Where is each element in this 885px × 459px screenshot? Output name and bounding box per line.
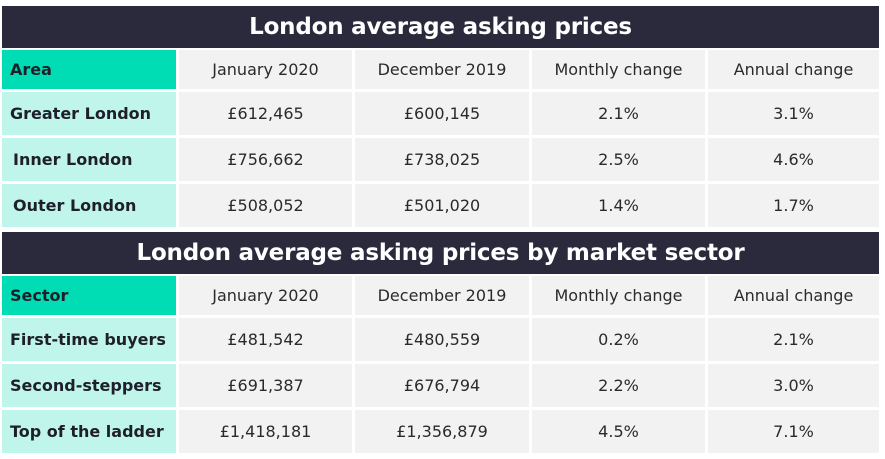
- table-title: London average asking prices: [2, 6, 879, 50]
- column-header-monthly-change: Monthly change: [532, 50, 708, 92]
- row-label: Outer London: [2, 184, 179, 230]
- december-price-cell: £480,559: [355, 318, 532, 364]
- monthly-change-cell: 2.1%: [532, 92, 708, 138]
- column-header-area: Area: [2, 50, 179, 92]
- london-asking-prices-section: London average asking prices Area Januar…: [2, 6, 879, 230]
- table-row: Inner London £756,662 £738,025 2.5% 4.6%: [2, 138, 879, 184]
- row-label: Second-steppers: [2, 364, 179, 410]
- column-header-december-2019: December 2019: [355, 276, 532, 318]
- january-price-cell: £481,542: [179, 318, 355, 364]
- sector-prices-table: Sector January 2020 December 2019 Monthl…: [2, 276, 879, 456]
- table-row: Second-steppers £691,387 £676,794 2.2% 3…: [2, 364, 879, 410]
- annual-change-cell: 3.1%: [708, 92, 879, 138]
- column-header-december-2019: December 2019: [355, 50, 532, 92]
- january-price-cell: £691,387: [179, 364, 355, 410]
- table-title: London average asking prices by market s…: [2, 232, 879, 276]
- table-row: Greater London £612,465 £600,145 2.1% 3.…: [2, 92, 879, 138]
- december-price-cell: £1,356,879: [355, 410, 532, 456]
- monthly-change-cell: 2.5%: [532, 138, 708, 184]
- column-header-monthly-change: Monthly change: [532, 276, 708, 318]
- column-header-january-2020: January 2020: [179, 276, 355, 318]
- annual-change-cell: 3.0%: [708, 364, 879, 410]
- column-header-annual-change: Annual change: [708, 50, 879, 92]
- january-price-cell: £1,418,181: [179, 410, 355, 456]
- january-price-cell: £508,052: [179, 184, 355, 230]
- column-header-january-2020: January 2020: [179, 50, 355, 92]
- monthly-change-cell: 4.5%: [532, 410, 708, 456]
- row-label: Top of the ladder: [2, 410, 179, 456]
- monthly-change-cell: 0.2%: [532, 318, 708, 364]
- table-row: Outer London £508,052 £501,020 1.4% 1.7%: [2, 184, 879, 230]
- column-header-annual-change: Annual change: [708, 276, 879, 318]
- december-price-cell: £676,794: [355, 364, 532, 410]
- monthly-change-cell: 2.2%: [532, 364, 708, 410]
- december-price-cell: £738,025: [355, 138, 532, 184]
- area-prices-table: Area January 2020 December 2019 Monthly …: [2, 50, 879, 230]
- annual-change-cell: 7.1%: [708, 410, 879, 456]
- december-price-cell: £600,145: [355, 92, 532, 138]
- row-label: Greater London: [2, 92, 179, 138]
- table-row: First-time buyers £481,542 £480,559 0.2%…: [2, 318, 879, 364]
- table-header-row: Sector January 2020 December 2019 Monthl…: [2, 276, 879, 318]
- december-price-cell: £501,020: [355, 184, 532, 230]
- annual-change-cell: 4.6%: [708, 138, 879, 184]
- table-header-row: Area January 2020 December 2019 Monthly …: [2, 50, 879, 92]
- annual-change-cell: 1.7%: [708, 184, 879, 230]
- annual-change-cell: 2.1%: [708, 318, 879, 364]
- monthly-change-cell: 1.4%: [532, 184, 708, 230]
- market-sector-prices-section: London average asking prices by market s…: [2, 232, 879, 456]
- table-row: Top of the ladder £1,418,181 £1,356,879 …: [2, 410, 879, 456]
- row-label: Inner London: [2, 138, 179, 184]
- column-header-sector: Sector: [2, 276, 179, 318]
- row-label: First-time buyers: [2, 318, 179, 364]
- january-price-cell: £756,662: [179, 138, 355, 184]
- january-price-cell: £612,465: [179, 92, 355, 138]
